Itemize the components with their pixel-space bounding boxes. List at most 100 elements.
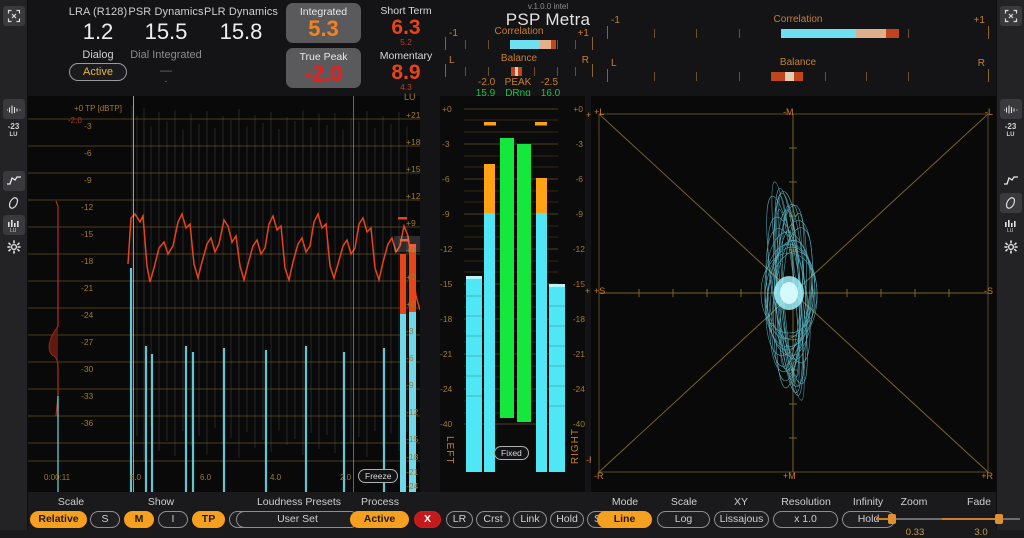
lu-value: -23 LU bbox=[7, 122, 20, 139]
gonio-label-top: -M bbox=[783, 107, 794, 117]
db-tick: -15 bbox=[81, 229, 94, 239]
freeze-button[interactable]: Freeze bbox=[358, 469, 399, 483]
balance-right-end: R bbox=[581, 55, 589, 66]
curve-icon[interactable] bbox=[2, 171, 25, 191]
level-meters-panel[interactable]: +0 -3 -6 -9 -12 -15 -18 -21 -24 -40 +0 -… bbox=[440, 96, 585, 492]
integrated-panel[interactable]: Integrated 5.3 bbox=[286, 3, 361, 43]
time-tick: 2.0 bbox=[340, 473, 352, 482]
short-term-stat: Short Term 6.3 5.2 bbox=[366, 5, 446, 47]
gonio-label-br: +R bbox=[981, 471, 993, 481]
scale-group-label: Scale bbox=[57, 496, 85, 508]
show-button-m[interactable]: M bbox=[124, 511, 154, 528]
lu23-icon[interactable]: -23 LU bbox=[1000, 121, 1022, 141]
graph-canvas bbox=[28, 106, 420, 492]
dialog-label: Dialog bbox=[82, 49, 114, 61]
lu-value: -23 LU bbox=[1004, 122, 1017, 139]
lu-tick: -12 bbox=[406, 407, 419, 417]
reset-button[interactable]: X bbox=[414, 511, 441, 528]
stat-value: 15.5 bbox=[144, 19, 188, 44]
stat-label: LRA (R128) bbox=[68, 6, 128, 18]
momentary-sub: 4.3 bbox=[400, 82, 412, 92]
momentary-stat: Momentary 8.9 4.3 bbox=[366, 50, 446, 92]
bars-lu-icon[interactable]: LU bbox=[1000, 215, 1022, 235]
show-button-s[interactable]: S bbox=[90, 511, 120, 528]
zoom-slider-fill bbox=[876, 518, 890, 520]
correlation-caption: Correlation bbox=[494, 26, 544, 37]
meter-scale-tick: -3 bbox=[442, 139, 450, 149]
right-channel-label: RIGHT bbox=[570, 427, 581, 464]
zoom-slider-knob[interactable] bbox=[888, 514, 896, 524]
true-peak-value: -2.0 bbox=[304, 61, 343, 86]
dialog-active-button[interactable]: Active bbox=[69, 63, 127, 81]
gear-icon[interactable] bbox=[1000, 237, 1022, 257]
wave-icon[interactable] bbox=[2, 99, 25, 119]
integrated-value: 5.3 bbox=[308, 16, 339, 41]
meter-scale-tick: -18 bbox=[440, 314, 453, 324]
meter-button-crst[interactable]: Crst bbox=[476, 511, 510, 528]
time-tick: 8.0 bbox=[130, 473, 142, 482]
balance-bar-center bbox=[785, 72, 794, 81]
momentary-label: Momentary bbox=[379, 50, 433, 62]
peak-left: -2.0 bbox=[477, 77, 496, 88]
goniometer-display[interactable]: +L -L -R +R -M +M +S -S bbox=[591, 96, 996, 492]
correlation-bar-fill bbox=[510, 40, 540, 49]
scale-relative-button[interactable]: Relative bbox=[30, 511, 87, 528]
lu-tick: -6 bbox=[406, 353, 414, 363]
loudness-graph[interactable]: +0 TP [dBTP] -2.0 -3 -6 -9 -12 -15 -18 -… bbox=[28, 96, 420, 492]
show-button-tp[interactable]: TP bbox=[192, 511, 225, 528]
meter-scale-tick: -40 bbox=[440, 419, 453, 429]
xy-select[interactable]: Lissajous bbox=[714, 511, 769, 528]
process-active-button[interactable]: Active bbox=[350, 511, 409, 528]
meter-scale-tick: -18 bbox=[572, 314, 585, 324]
presets-select[interactable]: User Set bbox=[236, 511, 359, 528]
page-title: PSP Metra bbox=[505, 10, 591, 29]
expand-icon[interactable] bbox=[2, 6, 25, 26]
zoom-slider-track bbox=[876, 518, 954, 520]
gear-icon[interactable] bbox=[3, 237, 25, 257]
stat-value: 15.8 bbox=[219, 19, 263, 44]
balance-meter-large[interactable]: Balance L R bbox=[603, 57, 993, 84]
meter-scale-tick: -9 bbox=[575, 209, 583, 219]
meter-button-lr[interactable]: LR bbox=[446, 511, 473, 528]
gonio-scale-select[interactable]: Log bbox=[657, 511, 710, 528]
tp-header-label: +0 TP [dBTP] bbox=[74, 104, 122, 113]
expand-icon[interactable] bbox=[999, 6, 1022, 26]
gonio-scale-group-label: Scale bbox=[670, 496, 698, 508]
version-label: v.1.0.0 intel bbox=[527, 2, 569, 11]
meters-canvas bbox=[464, 108, 565, 472]
wave-icon[interactable] bbox=[999, 99, 1022, 119]
integrated-label: Integrated bbox=[299, 6, 348, 18]
left-channel-label: LEFT bbox=[444, 435, 455, 464]
dial-integrated-value: — bbox=[160, 63, 172, 77]
lu23-icon[interactable]: -23 LU bbox=[3, 121, 25, 141]
meter-scale-tick: -40 bbox=[572, 419, 585, 429]
tp-marker-label: -2.0 bbox=[68, 116, 82, 125]
peak-label: PEAK bbox=[504, 77, 532, 88]
meter-button-hold[interactable]: Hold bbox=[550, 511, 584, 528]
correlation-meter-small[interactable]: Correlation -1 +1 bbox=[445, 26, 593, 51]
curve-icon[interactable] bbox=[1000, 171, 1022, 191]
meter-button-link[interactable]: Link bbox=[513, 511, 547, 528]
resolution-select[interactable]: x 1.0 bbox=[773, 511, 838, 528]
fixed-button[interactable]: Fixed bbox=[494, 446, 529, 460]
mode-select[interactable]: Line bbox=[597, 511, 652, 528]
meter-scale-tick: -24 bbox=[440, 384, 453, 394]
fade-slider-fill bbox=[942, 518, 998, 520]
ellipse-icon[interactable] bbox=[3, 193, 25, 213]
dial-integrated-value2: - bbox=[164, 76, 168, 86]
right-sidebar: -23 LU LU bbox=[996, 0, 1024, 530]
stat-label: PLR Dynamics bbox=[204, 6, 278, 18]
balance-meter-small[interactable]: Balance L R bbox=[445, 53, 593, 78]
bars-lu-icon[interactable]: LU bbox=[2, 215, 25, 235]
time-origin-label: 0:00:11 bbox=[44, 473, 71, 482]
fade-slider[interactable]: 3.0 bbox=[942, 511, 1020, 538]
fade-slider-knob[interactable] bbox=[995, 514, 1003, 524]
db-tick: -24 bbox=[81, 310, 94, 320]
ellipse-icon[interactable] bbox=[999, 193, 1022, 213]
correlation-meter-large[interactable]: Correlation -1 +1 bbox=[603, 14, 993, 41]
correlation-caption: Correlation bbox=[773, 14, 823, 25]
meter-scale-tick: -6 bbox=[575, 174, 583, 184]
true-peak-label: True Peak bbox=[299, 51, 348, 63]
true-peak-panel[interactable]: True Peak -2.0 bbox=[286, 48, 361, 88]
show-button-i[interactable]: I bbox=[158, 511, 188, 528]
